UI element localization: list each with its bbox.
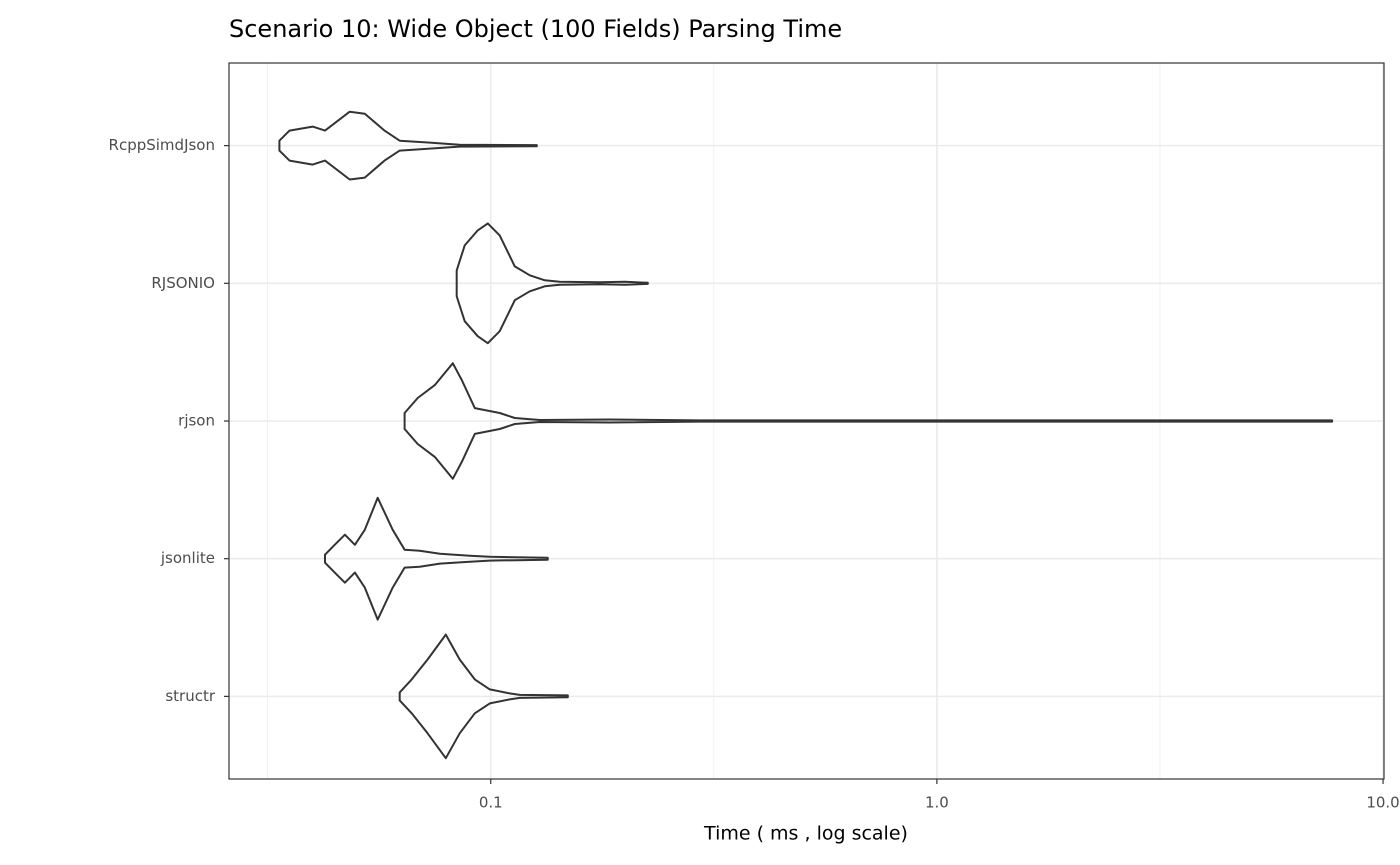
violin <box>403 362 1334 480</box>
x-axis-title: Time ( ms , log scale) <box>703 823 908 845</box>
y-tick-label: RcppSimdJson <box>109 136 215 154</box>
x-tick-label: 0.1 <box>479 794 503 812</box>
x-tick-label: 1.0 <box>925 794 949 812</box>
violin <box>398 633 569 760</box>
x-tick-label: 10.0 <box>1366 794 1399 812</box>
y-tick-label: structr <box>165 687 215 705</box>
chart-title: Scenario 10: Wide Object (100 Fields) Pa… <box>229 15 842 43</box>
violin <box>455 222 649 345</box>
y-tick-label: jsonlite <box>160 549 215 567</box>
violin <box>324 496 549 621</box>
y-tick-label: rjson <box>178 412 215 430</box>
y-tick-label: RJSONIO <box>151 274 215 292</box>
panel-border <box>228 62 1385 780</box>
violin <box>278 110 538 181</box>
